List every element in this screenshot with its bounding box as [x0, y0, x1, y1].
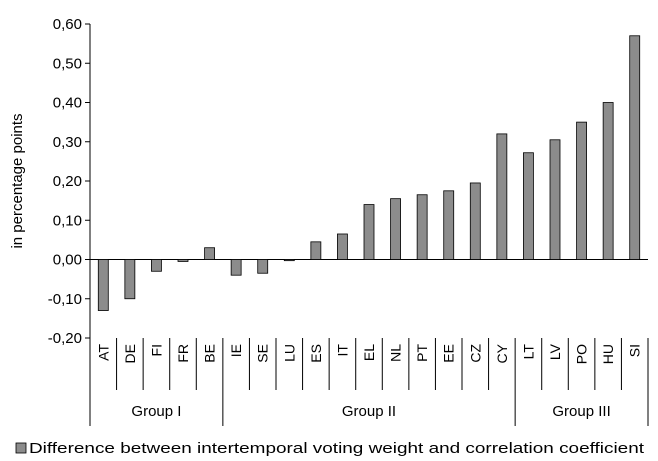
legend-label: Difference between intertemporal voting …: [29, 440, 645, 457]
y-tick-label: 0,50: [53, 55, 82, 72]
legend-swatch: [16, 443, 26, 453]
bar-at: [98, 260, 108, 311]
y-axis-label: in percentage points: [9, 113, 26, 248]
bar-el: [364, 205, 374, 260]
bar-fr: [178, 260, 188, 262]
bar-ee: [444, 191, 454, 260]
x-tick-label-nl: NL: [388, 344, 404, 362]
y-tick-label: 0,60: [53, 16, 82, 33]
x-tick-label-ee: EE: [441, 344, 457, 363]
y-tick-label: 0,20: [53, 173, 82, 190]
x-tick-label-el: EL: [361, 344, 377, 361]
bar-ie: [231, 260, 241, 276]
x-axis: AT DE FI FR BE IE SE LU ES IT EL NL PT EE CZ CY LT LV PO HU…: [90, 338, 648, 426]
bar-si: [630, 36, 640, 260]
bar-se: [258, 260, 268, 274]
x-tick-label-lt: LT: [520, 344, 536, 360]
bar-hu: [603, 103, 613, 260]
x-tick-label-cy: CY: [494, 343, 510, 363]
bar-lv: [550, 140, 560, 260]
x-tick-label-be: BE: [202, 344, 218, 363]
bar-es: [311, 242, 321, 260]
bar-cz: [470, 183, 480, 260]
x-tick-label-de: DE: [122, 344, 138, 363]
bar-fi: [151, 260, 161, 272]
x-tick-label-hu: HU: [600, 344, 616, 364]
bar-lu: [284, 260, 294, 261]
x-tick-label-es: ES: [308, 344, 324, 363]
bar-de: [125, 260, 135, 299]
legend: Difference between intertemporal voting …: [16, 440, 645, 457]
x-tick-label-se: SE: [255, 344, 271, 363]
bar-it: [337, 234, 347, 260]
x-tick-label-at: AT: [95, 344, 111, 361]
x-tick-label-fr: FR: [175, 344, 191, 363]
x-tick-label-fi: FI: [148, 344, 164, 356]
bars: [98, 36, 639, 311]
bar-cy: [497, 134, 507, 260]
y-tick-label: -0,20: [48, 330, 82, 347]
x-tick-label-cz: CZ: [467, 344, 483, 363]
y-tick-label: 0,40: [53, 95, 82, 112]
bar-pt: [417, 195, 427, 260]
x-tick-label-si: SI: [627, 344, 643, 357]
bar-po: [577, 122, 587, 259]
x-tick-label-it: IT: [334, 344, 350, 357]
x-tick-label-lv: LV: [547, 343, 563, 360]
bar-be: [205, 248, 215, 260]
y-tick-label: 0,30: [53, 134, 82, 151]
bar-nl: [391, 199, 401, 260]
x-tick-label-lu: LU: [281, 344, 297, 362]
x-tick-label-ie: IE: [228, 344, 244, 357]
y-tick-label: 0,00: [53, 252, 82, 269]
group-label: Group I: [131, 403, 181, 420]
x-tick-label-pt: PT: [414, 344, 430, 362]
y-tick-label: -0,10: [48, 291, 82, 308]
group-label: Group II: [342, 403, 396, 420]
group-label: Group III: [552, 403, 610, 420]
x-tick-label-po: PO: [574, 344, 590, 364]
bar-lt: [523, 153, 533, 260]
y-tick-label: 0,10: [53, 212, 82, 229]
